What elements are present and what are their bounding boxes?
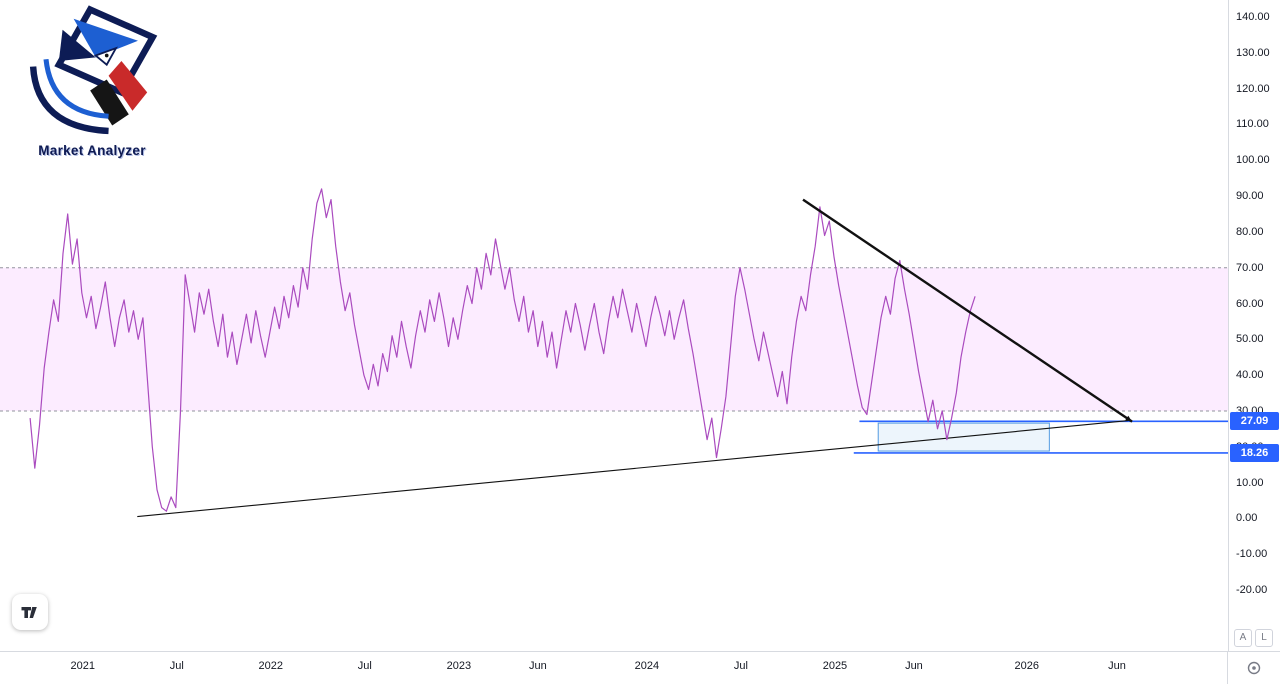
price-tick-label: 90.00 bbox=[1236, 190, 1264, 203]
time-tick-label: 2026 bbox=[1014, 660, 1039, 672]
eye-icon bbox=[1247, 661, 1261, 675]
price-tick-label: 70.00 bbox=[1236, 261, 1264, 274]
price-tick-label: 130.00 bbox=[1236, 46, 1270, 59]
time-tick-label: Jun bbox=[528, 660, 547, 672]
chart-canvas[interactable] bbox=[0, 0, 1228, 652]
price-axis[interactable]: 140.00 130.00 120.00 110.00 100.00 90.00 80.00… bbox=[1228, 0, 1280, 652]
time-tick-label: Jul bbox=[733, 660, 748, 672]
time-tick-label: 2022 bbox=[258, 660, 284, 672]
price-tick-label: 120.00 bbox=[1236, 82, 1270, 95]
plot-area[interactable]: Market Analyzer bbox=[0, 0, 1228, 652]
time-tick-label: 2025 bbox=[822, 660, 848, 672]
price-tick-label: 10.00 bbox=[1236, 476, 1264, 489]
time-tick-label: Jul bbox=[357, 660, 372, 672]
time-tick-label: 2021 bbox=[70, 660, 95, 672]
price-tick-label: -20.00 bbox=[1236, 584, 1268, 596]
brand-title: Market Analyzer bbox=[38, 143, 146, 158]
trendline-arrowhead bbox=[1125, 415, 1133, 422]
time-tick-label: Jul bbox=[169, 660, 184, 672]
oscillator-line[interactable] bbox=[29, 188, 976, 512]
price-tick-label: 80.00 bbox=[1236, 225, 1264, 238]
time-tick-label: Jun bbox=[905, 660, 923, 672]
price-tick-label: 0.00 bbox=[1236, 512, 1258, 525]
price-tick-label: 50.00 bbox=[1236, 333, 1264, 346]
price-tick-label: 40.00 bbox=[1236, 369, 1264, 382]
price-tick-label: 100.00 bbox=[1236, 154, 1270, 167]
scale-buttons: A L bbox=[1234, 629, 1273, 647]
time-axis[interactable]: 2021 Jul 2022 Jul 2023 Jun 2024 Jul 2025 Jun 2026 J… bbox=[0, 651, 1228, 684]
auto-scale-button[interactable]: A bbox=[1234, 629, 1252, 647]
log-scale-button[interactable]: L bbox=[1255, 629, 1273, 647]
ascending-trendline bbox=[137, 420, 1129, 518]
price-tick-label: 110.00 bbox=[1236, 118, 1269, 131]
price-tick-label: -10.00 bbox=[1236, 548, 1268, 561]
tradingview-icon bbox=[21, 607, 37, 618]
band-zone bbox=[0, 267, 1228, 411]
time-tick-label: 2024 bbox=[634, 660, 660, 672]
descending-trendline[interactable] bbox=[802, 198, 1133, 423]
brand-logo-icon bbox=[29, 5, 158, 135]
tradingview-logo[interactable] bbox=[12, 594, 48, 630]
price-tick-label: 140.00 bbox=[1236, 11, 1270, 23]
price-level-label[interactable]: 18.26 bbox=[1230, 443, 1279, 462]
brand-logo: Market Analyzer bbox=[8, 4, 176, 158]
axis-settings-icon[interactable] bbox=[1227, 651, 1280, 684]
time-tick-label: 2023 bbox=[446, 660, 472, 672]
time-tick-label: Jun bbox=[1108, 660, 1126, 672]
price-level-label[interactable]: 27.09 bbox=[1230, 412, 1279, 431]
price-tick-label: 60.00 bbox=[1236, 297, 1264, 310]
